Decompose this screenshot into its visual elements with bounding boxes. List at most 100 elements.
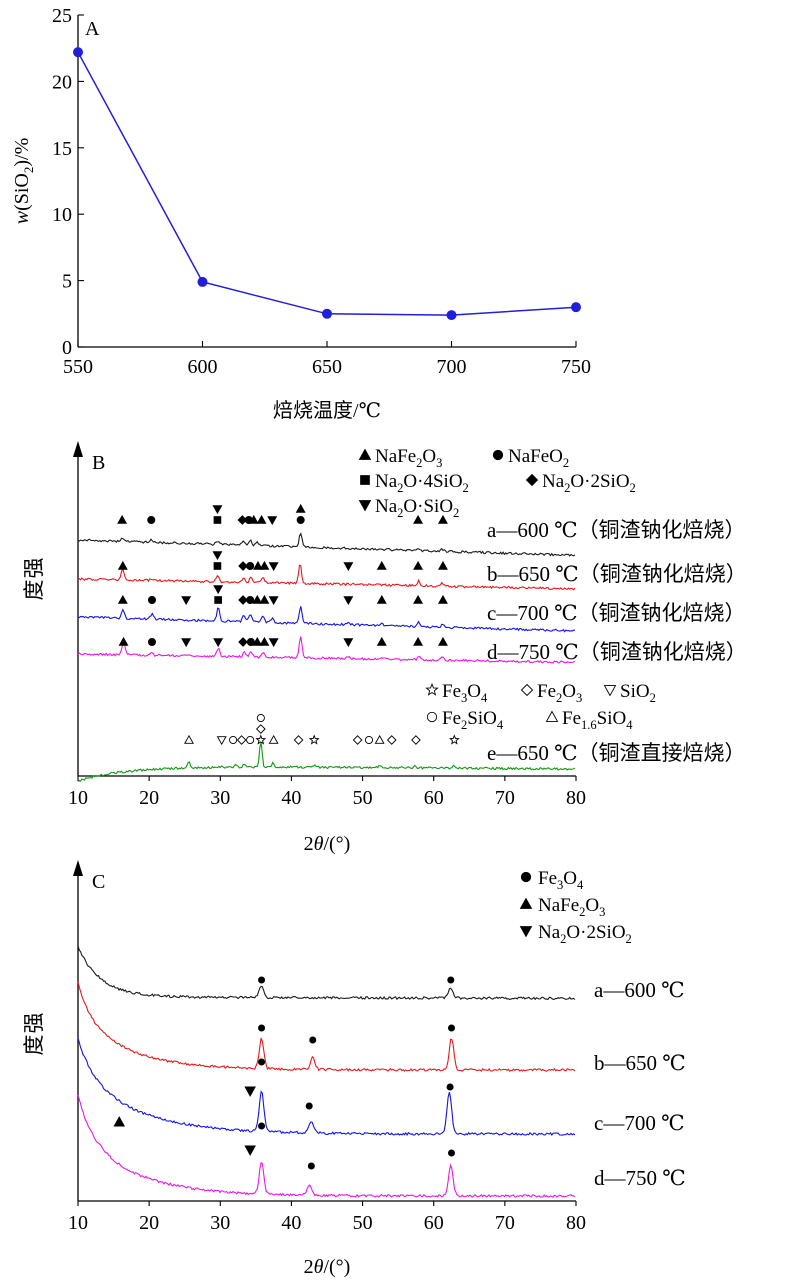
- peak-marker: [184, 734, 194, 744]
- peak-marker: [364, 735, 373, 745]
- panel-c: 10 20 30 40 50 60 70 80 2θ/(°) 强度 C Fe3O4 NaFe2O3 Na2…: [22, 860, 686, 1278]
- peak-marker: [343, 562, 354, 572]
- peak-marker: [293, 735, 304, 745]
- peak-marker: [309, 1036, 317, 1044]
- peak-marker: [147, 515, 156, 525]
- peak-marker: [295, 503, 306, 513]
- peak-marker: [268, 734, 279, 744]
- peak-marker: [258, 976, 266, 984]
- series-line: [77, 945, 576, 1001]
- series-label: a—600 ℃: [594, 978, 685, 1002]
- legend-marker: [425, 682, 439, 696]
- x-tick-label: 80: [566, 787, 586, 809]
- panel-label: B: [92, 452, 105, 474]
- series-line: [77, 606, 575, 633]
- peak-marker: [343, 638, 354, 648]
- peak-marker: [305, 1102, 313, 1110]
- x-tick-label: 50: [353, 787, 373, 809]
- series-label: e—650 ℃（铜渣直接焙烧）: [487, 741, 746, 765]
- series-label: a—600 ℃（铜渣钠化焙烧）: [487, 518, 746, 542]
- peak-marker: [437, 514, 448, 524]
- y-tick-label: 0: [62, 337, 72, 359]
- x-tick-label: 70: [495, 1212, 515, 1234]
- legend-marker: [426, 711, 438, 723]
- x-tick-label: 30: [210, 787, 230, 809]
- peak-marker: [413, 514, 424, 524]
- peak-marker: [446, 1083, 454, 1091]
- y-axis-label: 度: [22, 580, 46, 601]
- data-point: [73, 47, 83, 58]
- peak-marker: [236, 735, 247, 745]
- x-tick-label: 750: [561, 356, 591, 378]
- peak-marker: [213, 585, 224, 595]
- data-point: [322, 308, 332, 319]
- peak-marker: [238, 561, 248, 571]
- peak-marker: [256, 724, 266, 734]
- legend-label: Fe3O4: [442, 681, 488, 705]
- peak-marker: [447, 1024, 456, 1032]
- y-axis-arrow: [73, 441, 83, 457]
- legend-label: SiO2: [620, 681, 656, 705]
- peak-marker: [255, 734, 267, 745]
- data-point: [197, 276, 208, 287]
- legend-marker: [520, 871, 532, 883]
- x-tick-label: 60: [424, 787, 444, 809]
- x-tick-label: 80: [566, 1212, 586, 1234]
- x-tick-label: 20: [139, 787, 159, 809]
- legend-marker: [519, 897, 533, 909]
- x-tick-label: 50: [353, 1212, 373, 1234]
- legend-marker: [545, 710, 559, 722]
- peak-marker: [258, 1058, 266, 1066]
- peak-marker: [352, 735, 363, 745]
- peak-marker: [447, 1149, 456, 1157]
- y-tick-label: 15: [52, 138, 72, 160]
- x-tick-label: 700: [437, 356, 467, 378]
- series-line: [77, 564, 576, 591]
- peak-marker: [246, 735, 255, 745]
- peak-marker: [212, 551, 223, 561]
- peak-marker: [238, 595, 248, 605]
- series-line: [77, 1094, 576, 1198]
- peak-marker: [343, 596, 354, 606]
- peak-marker: [437, 594, 448, 604]
- series-line: [77, 1037, 576, 1136]
- peak-marker: [253, 560, 263, 570]
- legend-label: NaFe2O3: [375, 446, 442, 470]
- legend-marker: [520, 683, 534, 697]
- data-point: [571, 302, 581, 313]
- x-axis-label: 焙烧温度/℃: [273, 399, 381, 422]
- x-tick-label: 30: [210, 1212, 230, 1234]
- y-axis-label: 强: [22, 1013, 46, 1034]
- peak-marker: [117, 594, 128, 604]
- legend-label: Na2O·2SiO2: [542, 471, 636, 495]
- x-tick-label: 60: [424, 1212, 444, 1234]
- x-tick-label: 70: [495, 787, 515, 809]
- y-tick-label: 5: [62, 271, 72, 293]
- peak-marker: [117, 514, 128, 524]
- peak-marker: [248, 514, 259, 524]
- x-tick-label: 550: [63, 356, 93, 378]
- legend-marker: [358, 448, 372, 460]
- series-line: [77, 51, 577, 316]
- peak-marker: [256, 713, 265, 723]
- peak-marker: [259, 636, 270, 646]
- peak-marker: [229, 735, 238, 745]
- series-label: c—700 ℃（铜渣钠化焙烧）: [487, 601, 746, 625]
- series-line: [77, 532, 576, 557]
- x-axis-label: 2θ/(°): [304, 833, 351, 855]
- peak-marker: [252, 594, 263, 604]
- peak-marker: [437, 560, 448, 570]
- peak-marker: [258, 1122, 266, 1130]
- peak-marker: [212, 505, 223, 515]
- data-point: [446, 310, 457, 321]
- legend-marker: [603, 685, 617, 697]
- legend-label: NaFeO2: [508, 446, 569, 470]
- y-axis-label: 强: [22, 558, 46, 579]
- y-axis-label: w(SiO2)/%: [11, 138, 36, 225]
- peak-marker: [238, 637, 248, 647]
- series-line: [77, 742, 576, 782]
- panel-label: A: [85, 18, 100, 40]
- series-label: d—750 ℃（铜渣钠化焙烧）: [487, 640, 747, 664]
- peak-marker: [437, 636, 448, 646]
